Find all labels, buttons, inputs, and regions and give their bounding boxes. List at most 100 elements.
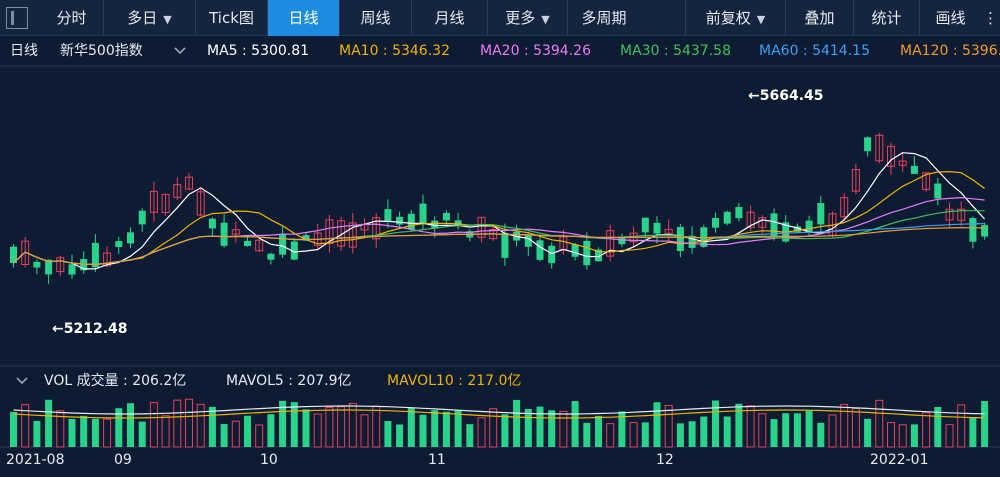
tab-multi-period[interactable]: 多周期 [581,9,627,27]
volume-bar [664,404,673,448]
volume-bar [45,399,53,447]
volume-bar [384,420,392,447]
volume-bar [267,414,275,447]
tab-daily[interactable]: 日线 [268,0,340,36]
volume-bar [290,402,298,447]
candle-body [267,253,275,260]
volume-bar [115,408,123,447]
volume-bar [442,411,450,447]
tab-tick[interactable]: Tick图 [196,0,268,36]
tab-monthly[interactable]: 月线 [412,0,488,36]
volume-bar [746,405,755,448]
date-label: 2021-08 [6,452,65,468]
chevron-down-icon[interactable] [14,367,30,405]
mavol-line [13,405,985,415]
volume-bar [454,410,462,447]
date-label: 09 [114,452,132,468]
volume-bar [864,418,872,447]
ma5-value: MA5 : 5300.81 [207,43,310,59]
tab-duori[interactable]: 多日 ▼ [104,0,196,36]
volume-bar [21,404,30,448]
volume-bar [103,418,112,448]
date-label: 12 [656,452,674,468]
volume-bar [828,414,837,448]
candle-body [244,240,251,246]
candle-body [524,234,532,247]
candle-body [793,226,801,232]
volume-bar [618,411,626,447]
volume-bar [127,403,134,447]
chevron-down-icon [174,47,186,55]
statistics-button[interactable]: 统计 [853,0,919,36]
volume-bar [934,406,942,447]
candle-body [805,220,813,232]
candle-body [501,232,509,258]
more-menu-icon[interactable]: ⋮ [983,9,998,27]
candle-body [302,235,310,241]
volume-bar [325,406,334,448]
tab-weekly[interactable]: 周线 [340,0,412,36]
volume-bar [302,409,310,447]
draw-line-button[interactable]: 画线 [919,0,981,36]
date-label: 10 [260,452,278,468]
candle-body [348,222,357,248]
candle-body [220,222,228,246]
ma30-value: MA30 : 5437.58 [620,43,731,59]
overlay-button[interactable]: 叠加 [785,0,853,36]
volume-bar [548,410,556,447]
candle-body [115,241,123,248]
volume-bar [653,402,661,447]
volume-bar [185,398,193,448]
volume-bar [723,416,731,447]
candle-body [477,216,486,238]
candle-body [536,240,544,260]
volume-bar [688,421,696,447]
candle-body [68,264,76,275]
candle-body [325,219,334,245]
date-label: 2022-01 [870,452,929,468]
volume-bar [91,418,99,447]
volume-bar [770,419,778,447]
volume-bar [360,414,369,448]
candle-body [934,183,942,199]
volume-bar [910,424,918,447]
volume-bar [536,406,544,447]
tab-fenshi[interactable]: 分时 [40,0,104,36]
volume-bar [922,412,931,448]
volume-bar [606,423,615,448]
index-name[interactable]: 新华500指数 [60,43,143,59]
chevron-down-icon[interactable] [172,37,188,65]
volume-bar [255,424,264,448]
candle-body [384,209,392,222]
candle-body [945,208,954,221]
candle-body [10,246,17,264]
volume-bar [805,410,813,447]
candle-body [56,257,65,273]
tab-more[interactable]: 更多 ▼ [488,0,568,36]
candle-body [898,160,907,166]
volume-bar [149,402,158,448]
adjust-mode-dropdown[interactable]: 前复权 ▼ [685,0,785,36]
candle-body [290,241,298,260]
candle-body [817,203,825,225]
volume-bar [313,413,322,448]
volume-bar [407,407,415,447]
volume-bar [419,414,427,447]
ma-line [13,210,985,266]
toolbar: 分时 多日 ▼ Tick图 日线 周线 月线 更多 ▼ 多周期 前复权 ▼ 叠加 统计… [0,0,1000,36]
sidebar-toggle-icon[interactable] [6,7,28,29]
low-price-annotation: ←5212.48 [52,321,128,337]
volume-bar [244,415,251,447]
volume-bar [840,403,849,448]
volume-bar [817,422,825,447]
volume-bar [489,408,498,448]
candle-body [770,213,778,237]
volume-bar [10,411,17,447]
candle-body [875,134,884,162]
ma-line [13,152,986,270]
volume-bar [700,416,708,447]
candle-body [595,249,602,262]
volume-bar [513,399,521,447]
volume-bar [279,400,287,447]
